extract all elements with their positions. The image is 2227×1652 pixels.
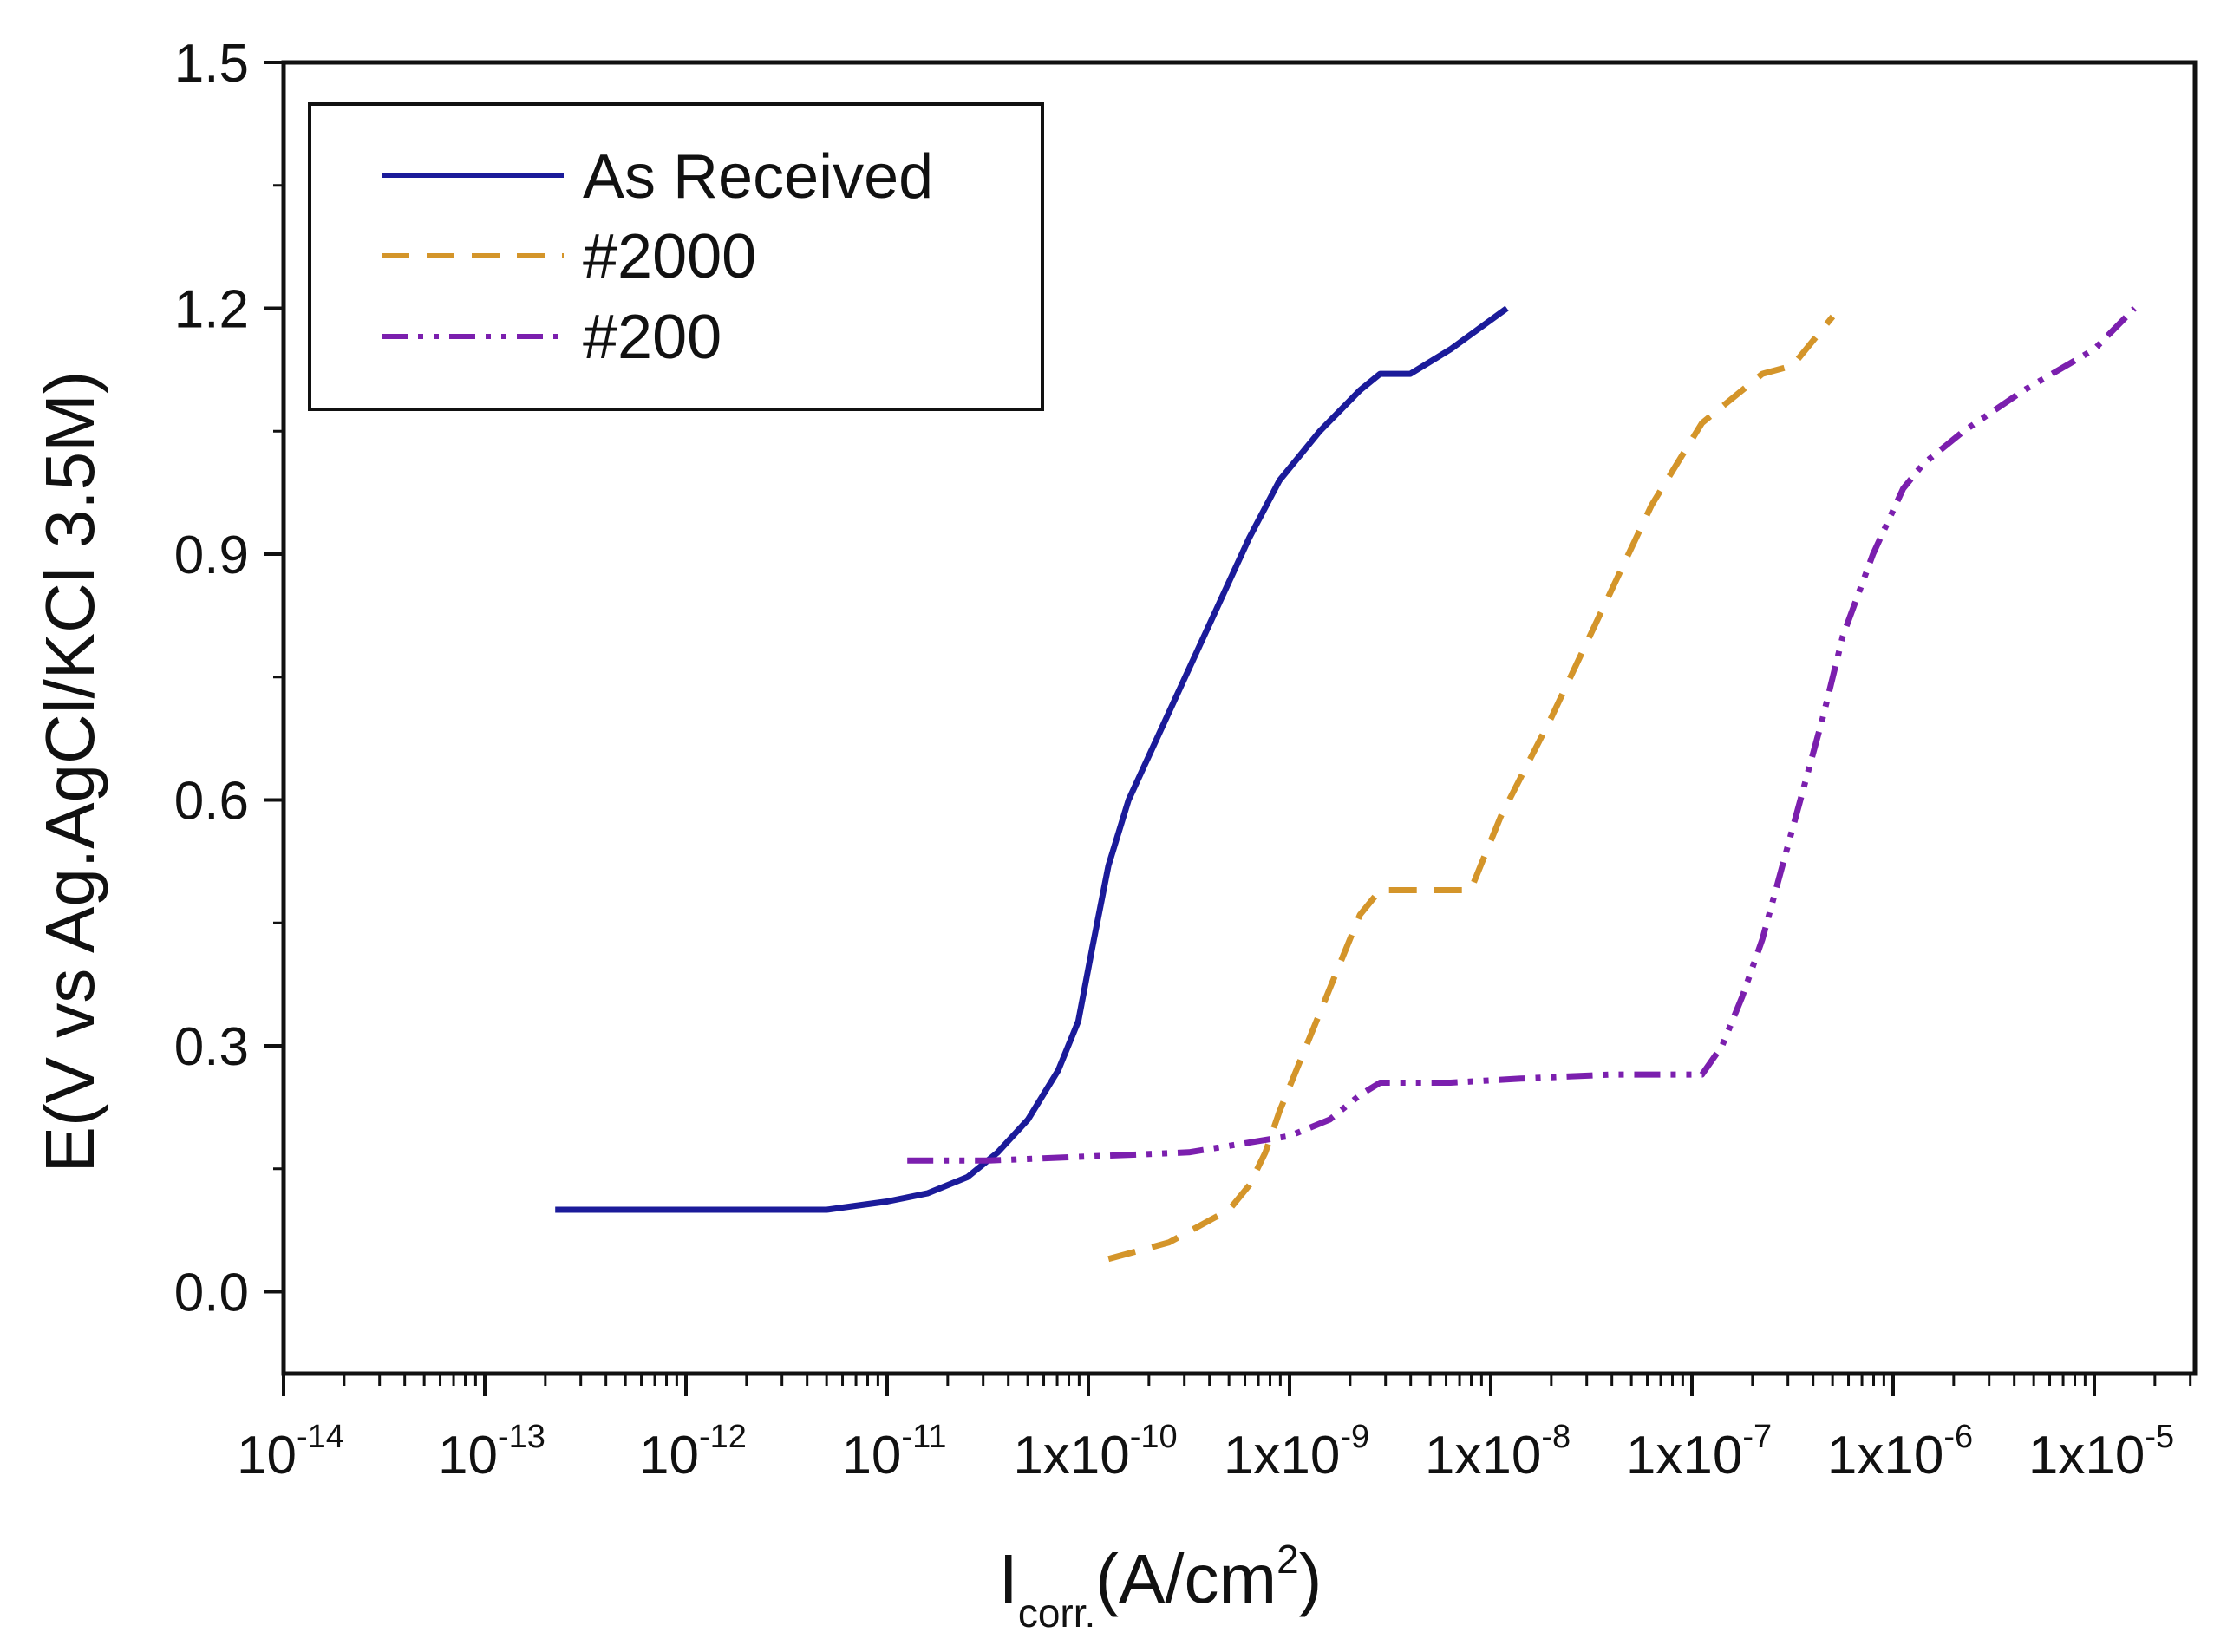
- x-tick-label-9: 1x10-5: [2028, 1419, 2174, 1485]
- x-axis-title-exp: 2: [1277, 1537, 1299, 1582]
- x-axis-title-main: I: [999, 1540, 1018, 1617]
- x-tick-label-0: 10-14: [237, 1419, 344, 1485]
- x-axis-title-close: ): [1299, 1540, 1322, 1617]
- x-minor-ticks: [343, 1374, 2192, 1386]
- x-tick-label-3: 10-11: [841, 1419, 946, 1485]
- x-tick-label-4: 1x10-10: [1013, 1419, 1177, 1485]
- y-axis-title: E(V vs Ag.AgCl/KCl 3.5M): [31, 371, 108, 1173]
- x-tick-label-8: 1x10-6: [1827, 1419, 1973, 1485]
- legend-label-2000: #2000: [583, 222, 756, 291]
- legend: As Received #2000 #200: [308, 102, 1044, 411]
- legend-label-200: #200: [583, 303, 722, 372]
- series-line-0: [555, 305, 1509, 1213]
- x-tick-label-6: 1x10-8: [1425, 1419, 1571, 1485]
- y-tick-label-2: 0.6: [174, 772, 249, 832]
- x-tick-label-2: 10-12: [639, 1419, 747, 1485]
- y-tick-label-3: 0.9: [174, 526, 249, 585]
- x-axis-title: Icorr.(A/cm2): [999, 1537, 1322, 1636]
- plot-frame: [281, 60, 2198, 1376]
- x-axis-title-unit: (A/cm: [1095, 1540, 1277, 1617]
- series-line-2: [907, 306, 2137, 1164]
- y-axis-ticks: 0.0 0.3 0.6 0.9 1.2 1.5: [174, 34, 284, 1323]
- x-axis-title-sub: corr.: [1018, 1590, 1095, 1636]
- x-tick-label-5: 1x10-9: [1224, 1419, 1369, 1485]
- series-line-1: [1107, 314, 1836, 1263]
- y-tick-label-1: 0.3: [174, 1017, 249, 1077]
- y-tick-label-4: 1.2: [174, 280, 249, 340]
- x-tick-label-1: 10-13: [438, 1419, 545, 1485]
- x-axis-ticks: 10-14 10-13 10-12 10-11 1x10-10 1x10-9 1x10-8 1…: [237, 1374, 2174, 1485]
- legend-label-as-received: As Received: [583, 142, 933, 212]
- y-tick-label-0: 0.0: [174, 1263, 249, 1323]
- series-layer: [555, 305, 2137, 1263]
- x-tick-label-7: 1x10-7: [1626, 1419, 1772, 1485]
- y-tick-label-5: 1.5: [174, 34, 249, 94]
